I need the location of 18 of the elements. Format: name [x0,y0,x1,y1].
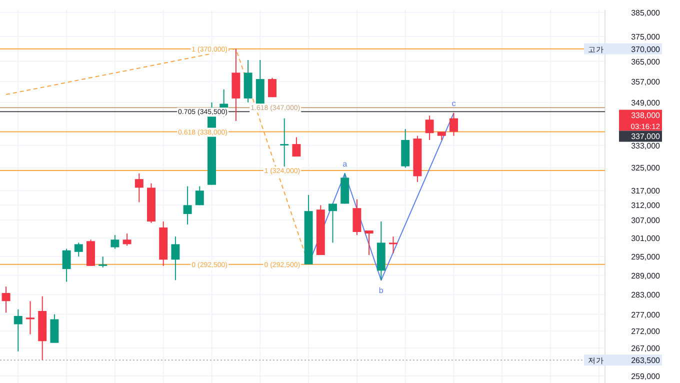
y-tick-label: 277,000 [631,310,661,320]
y-tick-label: 267,000 [631,344,661,353]
y-tick-label: 283,000 [631,290,661,300]
y-tick-label: 307,000 [631,216,661,225]
y-tick-label: 325,000 [631,164,661,173]
y-tick-label: 357,000 [631,78,661,87]
y-tick-label: 365,000 [631,57,661,66]
y-tick-label: 289,000 [631,271,661,280]
y-tick-label: 385,000 [631,8,661,18]
y-tick-label: 301,000 [631,234,661,244]
y-tick-label: 272,000 [631,326,661,336]
y-tick-label: 295,000 [631,252,661,262]
y-tick-label: 259,000 [631,372,661,381]
y-tick-label: 312,000 [631,201,661,210]
y-tick-label: 375,000 [631,32,661,42]
y-tick-label: 349,000 [631,98,661,108]
y-tick-label: 317,000 [631,186,661,196]
y-tick-label: 333,000 [631,141,661,150]
